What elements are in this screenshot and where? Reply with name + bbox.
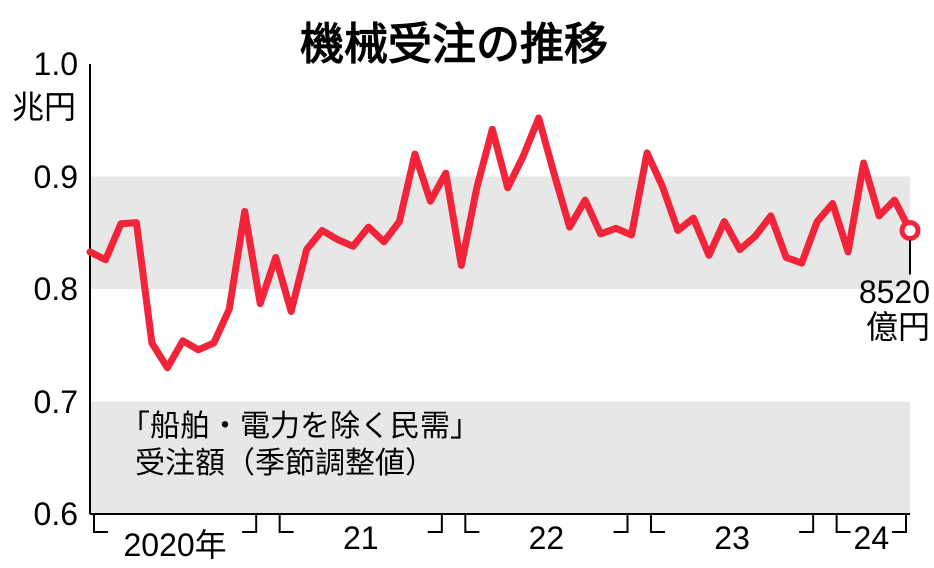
- y-tick-label: 0.6: [0, 496, 78, 533]
- x-tick-label: 23: [662, 520, 802, 557]
- chart-note-line1: 「船舶・電力を除く民需」: [120, 408, 480, 446]
- chart-container: 機械受注の推移 兆円 「船舶・電力を除く民需」 受注額（季節調整値） 8520 …: [0, 0, 934, 568]
- y-tick-label: 0.8: [0, 271, 78, 308]
- y-tick-label: 0.7: [0, 384, 78, 421]
- endpoint-callout: 8520 億円: [800, 275, 930, 345]
- y-axis-unit: 兆円: [12, 82, 76, 128]
- endpoint-unit: 億円: [800, 310, 930, 345]
- y-tick-label: 0.9: [0, 159, 78, 196]
- y-tick-label: 1.0: [0, 46, 78, 83]
- chart-note: 「船舶・電力を除く民需」 受注額（季節調整値）: [120, 408, 480, 483]
- chart-note-line2: 受注額（季節調整値）: [120, 445, 480, 483]
- x-tick-label: 21: [291, 520, 431, 557]
- x-tick-label: 24: [801, 520, 934, 557]
- endpoint-value: 8520: [800, 275, 930, 310]
- x-tick-label: 22: [476, 520, 616, 557]
- x-tick-label: 2020年: [105, 520, 245, 566]
- chart-svg: [0, 0, 934, 568]
- chart-title: 機械受注の推移: [300, 8, 608, 72]
